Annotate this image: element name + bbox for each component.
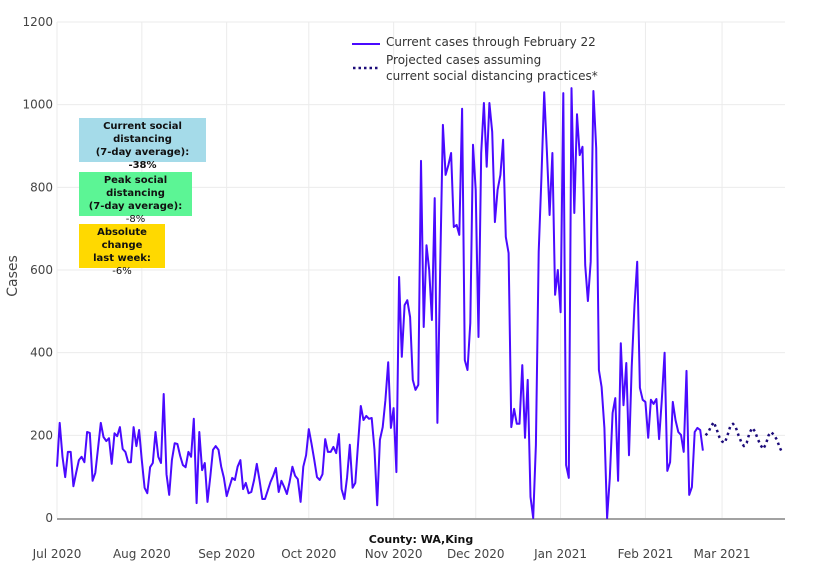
y-tick-label: 1000 [22,98,53,112]
legend-label-projected-1: Projected cases assuming [386,53,542,67]
legend-item-current[interactable]: Current cases through February 22 [352,34,598,50]
x-tick-label: Feb 2021 [618,547,674,561]
x-tick-label: Aug 2020 [113,547,171,561]
annotation-value: -38% [128,160,157,171]
x-tick-label: Jan 2021 [533,547,587,561]
annotation-value: -6% [112,266,132,277]
x-axis-ticks: Jul 2020 Aug 2020 Sep 2020 Oct 2020 Nov 2020… [32,547,751,561]
current-cases-line [56,87,704,519]
annotation-subtitle: (7-day average): [88,201,183,212]
x-axis-title: County: WA,King [368,533,474,546]
y-tick-label: 400 [30,346,53,360]
x-tick-label: Mar 2021 [694,547,751,561]
legend: Current cases through February 22 Projec… [352,34,598,86]
annotation-current-social-distancing: Current social distancing (7-day average… [79,118,206,171]
annotation-title: Current social distancing [103,121,182,145]
annotation-title: Absolute change [97,227,147,251]
x-tick-label: Dec 2020 [447,547,505,561]
y-tick-label: 0 [45,511,53,525]
legend-dotted-swatch [353,66,380,70]
y-tick-label: 1200 [22,15,53,29]
y-axis-title: Cases [5,255,21,297]
projected-cases-line [704,420,784,454]
annotation-subtitle: last week: [93,253,151,264]
legend-label-current: Current cases through February 22 [386,35,596,49]
annotation-title: Peak social distancing [103,175,168,199]
annotation-peak-social-distancing: Peak social distancing (7-day average): … [79,172,192,225]
annotation-absolute-change: Absolute change last week: -6% [79,224,165,277]
y-axis-ticks: 0 200 400 600 800 1000 1200 [22,15,53,525]
series-lines [56,87,784,519]
x-tick-label: Nov 2020 [365,547,423,561]
legend-solid-swatch [352,43,380,45]
legend-item-projected[interactable]: Projected cases assuming current social … [352,52,598,84]
legend-label-projected-2: current social distancing practices* [386,69,598,83]
x-tick-label: Oct 2020 [281,547,336,561]
y-tick-label: 800 [30,180,53,194]
x-tick-label: Sep 2020 [198,547,255,561]
annotation-subtitle: (7-day average): [95,147,190,158]
y-tick-label: 600 [30,263,53,277]
y-tick-label: 200 [30,428,53,442]
x-tick-label: Jul 2020 [32,547,82,561]
annotation-value: -8% [125,214,146,225]
